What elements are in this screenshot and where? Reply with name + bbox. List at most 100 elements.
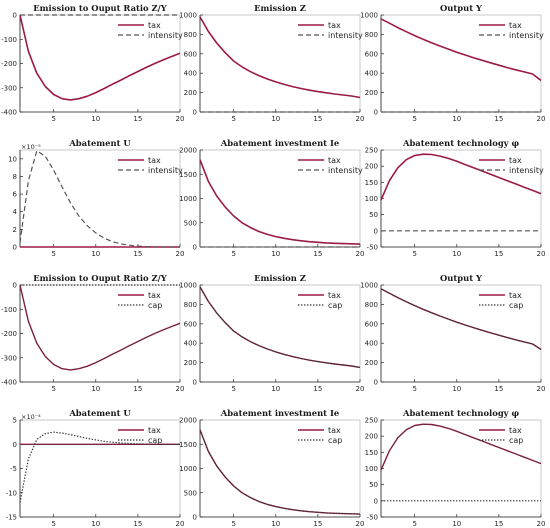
y-tick-label: 1000 xyxy=(360,282,378,290)
legend-label-tax: tax xyxy=(509,21,522,30)
plot-frame xyxy=(380,14,542,113)
x-tick-label: 5 xyxy=(231,385,235,393)
y-tick-label: 800 xyxy=(365,301,378,309)
legend-label-tax: tax xyxy=(509,426,522,435)
y-tick-label: -10 xyxy=(6,489,17,497)
y-tick-label: 600 xyxy=(184,320,197,328)
x-tick-label: 15 xyxy=(313,250,322,258)
y-tick-label: 1500 xyxy=(179,171,197,179)
x-tick-label: 5 xyxy=(412,520,416,528)
series-line-tax-shade xyxy=(19,284,181,371)
subplot-title: Abatement U xyxy=(68,408,131,418)
x-tick-label: 20 xyxy=(176,250,185,258)
x-tick-label: 10 xyxy=(91,115,100,123)
legend-label-intensity: intensity xyxy=(328,31,363,40)
subplot-4: Abatement U 5 10 15 20 0 2 4 6 8 10 ×10⁻⁵ taxintensi… xyxy=(8,138,184,258)
y-tick-label: 0 xyxy=(13,12,17,20)
x-tick-label: 5 xyxy=(51,250,55,258)
subplot-2: Emission Z5 10 15 2002004006008001000taxint… xyxy=(179,3,364,123)
subplot-title: Abatement investment Ie xyxy=(220,138,339,148)
y-tick-label: 200 xyxy=(184,89,197,97)
y-tick-label: 8 xyxy=(13,173,17,181)
y-exponent-label: ×10⁻⁵ xyxy=(21,143,41,151)
x-tick-label: 10 xyxy=(452,250,461,258)
y-tick-label: 250 xyxy=(365,147,378,155)
legend-label-tax: tax xyxy=(328,426,341,435)
x-tick-label: 20 xyxy=(537,115,546,123)
y-tick-label: 150 xyxy=(365,449,378,457)
legend-label-intensity: intensity xyxy=(328,166,363,175)
y-tick-label: 0 xyxy=(193,109,197,117)
x-tick-label: 5 xyxy=(51,385,55,393)
x-tick-label: 5 xyxy=(231,250,235,258)
subplot-title: Emission to Ouput Ratio Z/Y xyxy=(33,3,167,13)
x-tick-label: 10 xyxy=(271,115,280,123)
legend-label-tax: tax xyxy=(148,291,161,300)
plot-frame xyxy=(19,149,181,248)
x-tick-label: 5 xyxy=(231,520,235,528)
series-line-tax-shade xyxy=(380,423,542,471)
y-tick-label: 1500 xyxy=(179,441,197,449)
series-line-cap xyxy=(199,286,361,368)
series-line-tax xyxy=(19,14,181,101)
y-tick-label: 2 xyxy=(13,226,17,234)
legend-label-tax: tax xyxy=(148,21,161,30)
legend-label-cap: cap xyxy=(328,301,342,310)
series-line-tax xyxy=(199,159,361,245)
y-tick-label: 400 xyxy=(365,340,378,348)
x-tick-label: 15 xyxy=(313,520,322,528)
legend-label-cap: cap xyxy=(148,436,162,445)
legend-label-tax: tax xyxy=(328,156,341,165)
series-line-tax xyxy=(380,18,542,82)
y-tick-label: 600 xyxy=(365,50,378,58)
plot-frame xyxy=(199,284,361,383)
y-tick-label: 800 xyxy=(184,31,197,39)
y-tick-label: -100 xyxy=(1,306,17,314)
x-tick-label: 20 xyxy=(537,250,546,258)
subplot-title: Output Y xyxy=(440,3,483,13)
x-tick-label: 10 xyxy=(452,520,461,528)
y-tick-label: 200 xyxy=(184,359,197,367)
x-tick-label: 20 xyxy=(356,115,365,123)
x-tick-label: 5 xyxy=(51,115,55,123)
subplot-title: Abatement investment Ie xyxy=(220,408,339,418)
y-tick-label: 0 xyxy=(13,282,17,290)
x-tick-label: 20 xyxy=(176,520,185,528)
subplot-title: Output Y xyxy=(440,273,483,283)
x-tick-label: 20 xyxy=(356,520,365,528)
subplot-title: Emission Z xyxy=(254,273,306,283)
x-tick-label: 15 xyxy=(313,385,322,393)
x-tick-label: 15 xyxy=(133,250,142,258)
series-line-intensity xyxy=(19,150,180,248)
plot-frame xyxy=(199,149,361,248)
x-tick-label: 15 xyxy=(133,520,142,528)
y-tick-label: -300 xyxy=(1,354,17,362)
x-tick-label: 15 xyxy=(313,115,322,123)
x-tick-label: 10 xyxy=(91,250,100,258)
y-tick-label: 100 xyxy=(365,465,378,473)
y-tick-label: 0 xyxy=(374,109,378,117)
y-tick-label: 200 xyxy=(365,163,378,171)
y-tick-label: 150 xyxy=(365,179,378,187)
subplot-12: Abatement technology φ 5 10 15 20 -50 0 50 100 15… xyxy=(365,408,546,528)
subplot-title: Emission Z xyxy=(254,3,306,13)
x-tick-label: 20 xyxy=(176,115,185,123)
y-tick-label: 1000 xyxy=(179,465,197,473)
y-tick-label: 0 xyxy=(193,244,197,252)
legend-label-cap: cap xyxy=(148,301,162,310)
y-tick-label: -400 xyxy=(1,109,17,117)
y-tick-label: 5 xyxy=(13,417,17,425)
y-tick-label: 800 xyxy=(365,31,378,39)
y-tick-label: -200 xyxy=(1,330,17,338)
y-tick-label: -400 xyxy=(1,379,17,387)
y-tick-label: -200 xyxy=(1,60,17,68)
subplot-title: Emission to Ouput Ratio Z/Y xyxy=(33,273,167,283)
legend-label-cap: cap xyxy=(509,301,523,310)
y-tick-label: 2000 xyxy=(179,417,197,425)
y-tick-label: -50 xyxy=(367,514,378,522)
x-tick-label: 10 xyxy=(452,115,461,123)
